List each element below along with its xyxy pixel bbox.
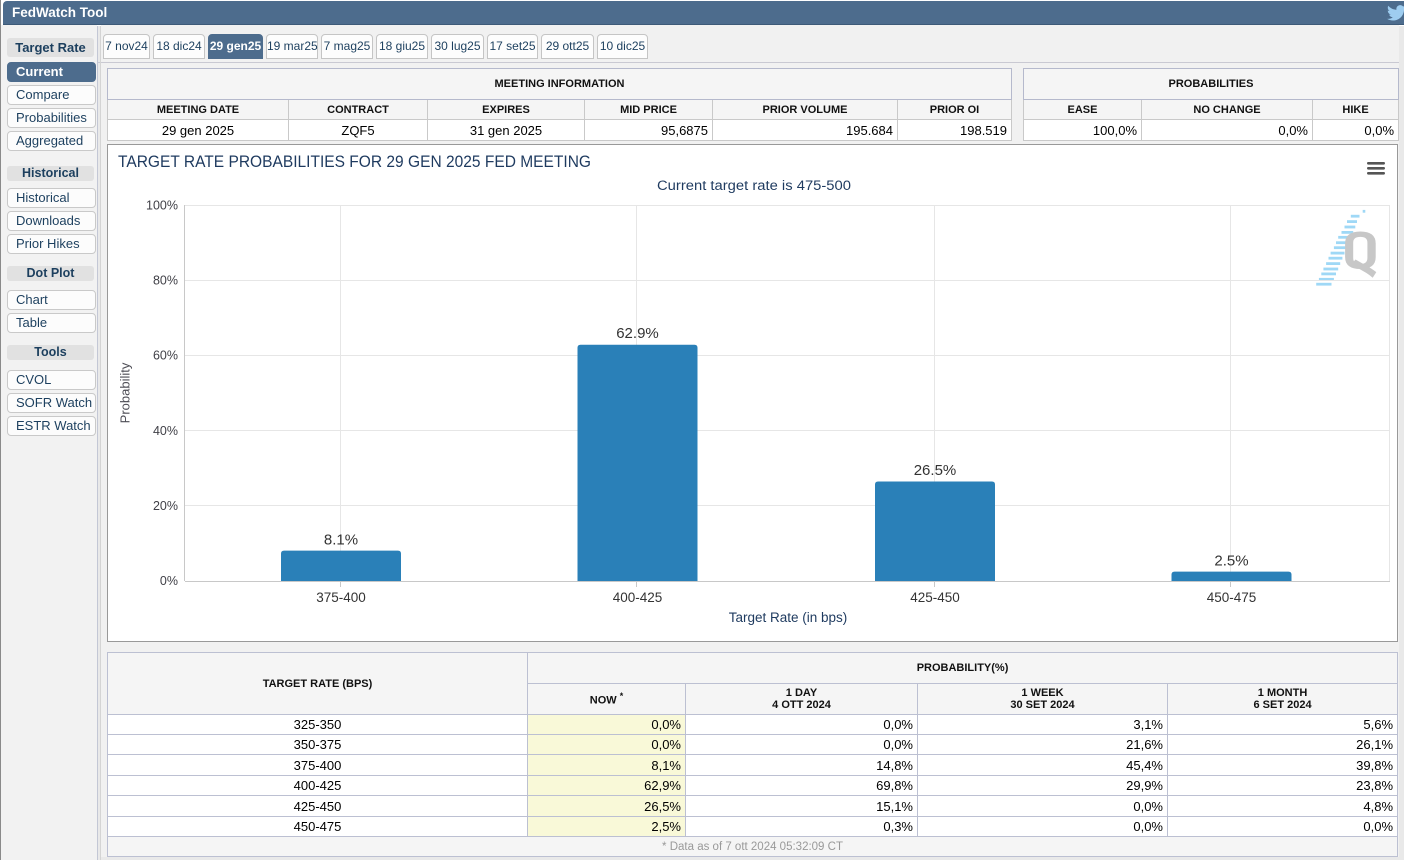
svg-text:425-450: 425-450 xyxy=(910,590,960,605)
svg-text:Current target rate is 475-500: Current target rate is 475-500 xyxy=(657,178,851,193)
svg-text:2.5%: 2.5% xyxy=(1214,553,1248,570)
svg-text:Target Rate (in bps): Target Rate (in bps) xyxy=(729,610,848,625)
svg-text:375-400: 375-400 xyxy=(316,590,366,605)
svg-text:8.1%: 8.1% xyxy=(324,532,358,549)
svg-text:20%: 20% xyxy=(153,499,178,513)
svg-text:0%: 0% xyxy=(160,574,178,588)
svg-text:62.9%: 62.9% xyxy=(616,325,659,342)
svg-text:450-475: 450-475 xyxy=(1207,590,1257,605)
svg-text:40%: 40% xyxy=(153,424,178,438)
svg-text:26.5%: 26.5% xyxy=(914,462,957,479)
svg-text:80%: 80% xyxy=(153,274,178,288)
svg-text:TARGET RATE PROBABILITIES FOR: TARGET RATE PROBABILITIES FOR 29 GEN 202… xyxy=(118,152,591,171)
svg-text:60%: 60% xyxy=(153,349,178,363)
svg-text:400-425: 400-425 xyxy=(613,590,663,605)
svg-text:Probability: Probability xyxy=(118,362,133,423)
svg-text:100%: 100% xyxy=(146,199,178,213)
